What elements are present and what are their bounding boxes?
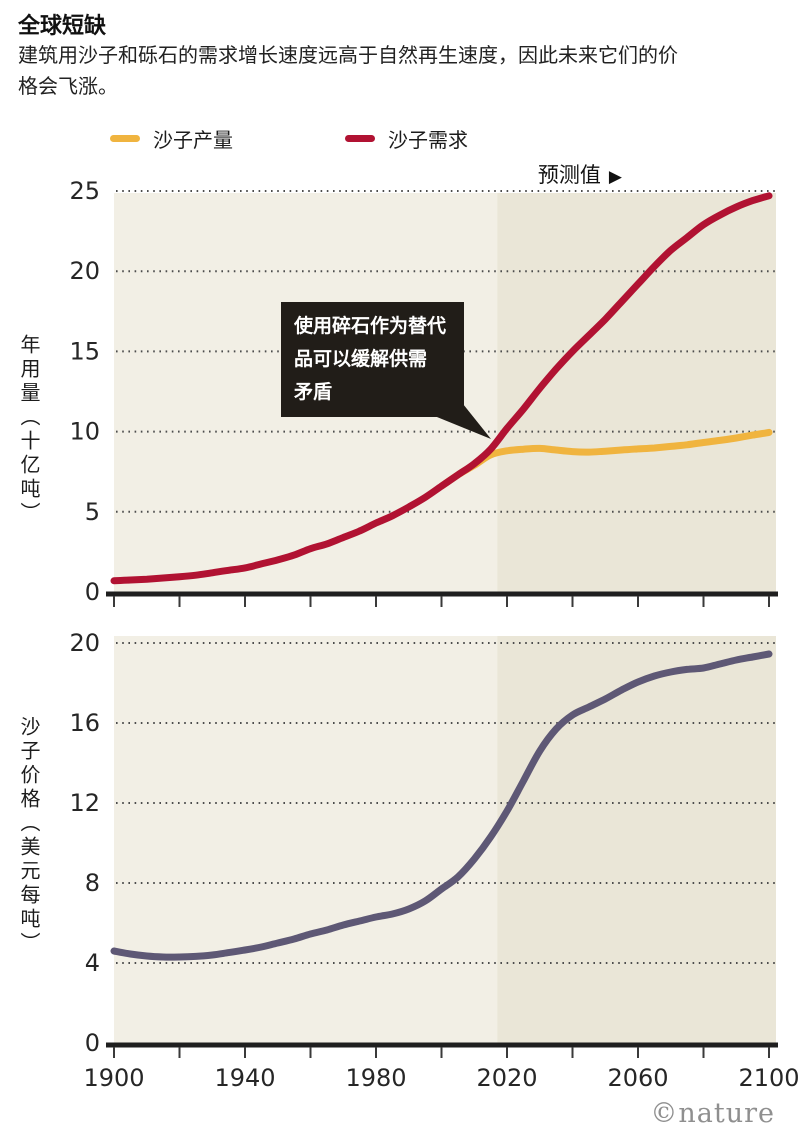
annual-usage-ytick-10: 10 xyxy=(69,418,100,446)
sand-price-forecast-region xyxy=(497,636,776,1043)
y-axis-label-price: 沙子价格（美元每吨） xyxy=(17,716,41,956)
sand-price-ytick-12: 12 xyxy=(69,789,100,817)
sand-price-ytick-8: 8 xyxy=(85,869,100,897)
xtick-label-1940: 1940 xyxy=(214,1064,275,1092)
annotation-line-3: 矛盾 xyxy=(294,381,333,403)
y-axis-label-usage: 年用量（十亿吨） xyxy=(17,334,41,526)
forecast-arrow-icon: ▶ xyxy=(608,167,622,187)
forecast-label: 预测值 ▶ xyxy=(538,159,622,189)
sand-price-ytick-0: 0 xyxy=(85,1029,100,1057)
sand-price-ytick-4: 4 xyxy=(85,949,100,977)
xtick-label-2020: 2020 xyxy=(476,1064,537,1092)
forecast-label-text: 预测值 xyxy=(537,163,601,187)
annual-usage-ytick-0: 0 xyxy=(85,578,100,606)
sand-price-ytick-16: 16 xyxy=(69,709,100,737)
legend-item-production: 沙子产量 xyxy=(110,124,233,153)
sand-price-historical-region xyxy=(114,636,498,1043)
figure-subtitle: 建筑用沙子和砾石的需求增长速度远高于自然再生速度，因此未来它们的价格会飞涨。 xyxy=(18,43,678,98)
xtick-label-2060: 2060 xyxy=(607,1064,668,1092)
annual-usage-forecast-region xyxy=(497,193,776,592)
page-title: 全球短缺 xyxy=(18,14,107,39)
xtick-label-1980: 1980 xyxy=(345,1064,406,1092)
nature-watermark: ©nature xyxy=(650,1098,775,1129)
annotation-callout: 使用碎石作为替代 品可以缓解供需 矛盾 xyxy=(281,302,464,417)
xtick-label-1900: 1900 xyxy=(83,1064,144,1092)
legend-label-production: 沙子产量 xyxy=(153,128,233,152)
legend-label-demand: 沙子需求 xyxy=(388,128,468,152)
annual-usage-ytick-15: 15 xyxy=(69,337,100,365)
annotation-line-2: 品可以缓解供需 xyxy=(294,348,428,370)
sand-price-ytick-20: 20 xyxy=(69,629,100,657)
annual-usage-ytick-25: 25 xyxy=(69,177,100,205)
annotation-line-1: 使用碎石作为替代 xyxy=(294,315,447,337)
xtick-label-2100: 2100 xyxy=(738,1064,799,1092)
annual-usage-ytick-5: 5 xyxy=(85,498,100,526)
series-line-沙子产量 xyxy=(438,428,773,490)
demand-line-swatch xyxy=(345,135,375,142)
legend-item-demand: 沙子需求 xyxy=(345,124,468,153)
series-line-沙子需求 xyxy=(110,192,773,585)
annual-usage-ytick-20: 20 xyxy=(69,257,100,285)
production-line-swatch xyxy=(110,135,140,142)
series-line-沙子价格 xyxy=(110,650,773,961)
